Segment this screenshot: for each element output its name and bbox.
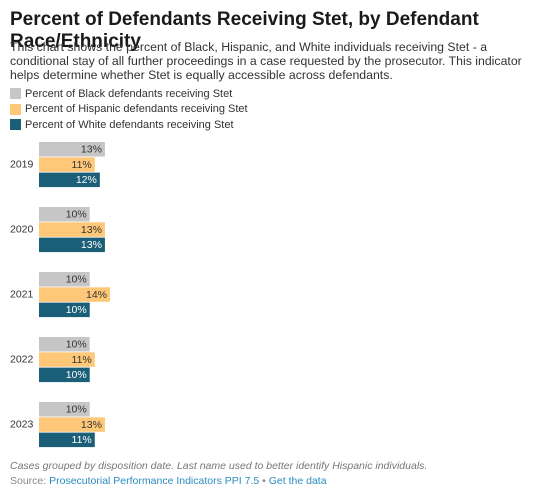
bar (39, 272, 90, 287)
bar (39, 207, 90, 222)
legend-item: Percent of White defendants receiving St… (10, 117, 248, 133)
category-label: 2023 (10, 418, 34, 430)
category-label: 2022 (10, 353, 34, 365)
source-link[interactable]: Prosecutorial Performance Indicators PPI… (49, 475, 260, 487)
category-label: 2019 (10, 158, 34, 170)
value-label: 10% (66, 369, 87, 381)
legend-label: Percent of Black defendants receiving St… (25, 87, 233, 100)
bar (39, 352, 95, 367)
bar (39, 302, 90, 318)
value-label: 14% (86, 289, 107, 301)
legend-item: Percent of Hispanic defendants receiving… (10, 102, 248, 118)
value-label: 12% (76, 174, 97, 186)
legend-label: Percent of White defendants receiving St… (25, 118, 234, 131)
bar (39, 172, 100, 188)
chart-subtitle: This chart shows the percent of Black, H… (10, 40, 522, 82)
bar (39, 237, 105, 253)
chart: 2019 13% 11% 12% 2020 10% 13% 13% 2021 10% 14% 10% 2… (10, 142, 110, 448)
category-label: 2021 (10, 288, 34, 300)
legend-swatch (10, 103, 21, 115)
value-label: 13% (81, 224, 102, 236)
bar (39, 367, 90, 383)
value-label: 10% (66, 304, 87, 316)
category-label: 2020 (10, 223, 34, 235)
value-label: 10% (66, 209, 87, 221)
source-line: Source: Prosecutorial Performance Indica… (10, 475, 327, 487)
chart-title: Percent of Defendants Receiving Stet, by… (10, 9, 479, 52)
data-link[interactable]: Get the data (268, 475, 327, 487)
legend-swatch (10, 119, 21, 131)
value-label: 13% (81, 239, 102, 251)
legend: Percent of Black defendants receiving St… (10, 86, 248, 133)
value-label: 11% (72, 354, 92, 366)
bar (39, 432, 95, 448)
value-label: 13% (81, 419, 102, 431)
legend-swatch (10, 88, 21, 100)
value-label: 10% (66, 274, 87, 286)
bar (39, 142, 105, 157)
bar (39, 287, 110, 302)
legend-item: Percent of Black defendants receiving St… (10, 86, 248, 102)
bar (39, 417, 105, 432)
value-label: 11% (72, 159, 92, 171)
legend-label: Percent of Hispanic defendants receiving… (25, 103, 248, 116)
value-label: 11% (72, 434, 92, 446)
separator: • (262, 475, 266, 487)
note: Cases grouped by disposition date. Last … (10, 460, 428, 472)
bar (39, 337, 90, 352)
value-label: 10% (66, 404, 87, 416)
bar (39, 157, 95, 172)
source-label: Source: (10, 475, 47, 487)
bar (39, 402, 90, 417)
value-label: 10% (66, 339, 87, 351)
bar (39, 222, 105, 237)
value-label: 13% (81, 144, 102, 156)
